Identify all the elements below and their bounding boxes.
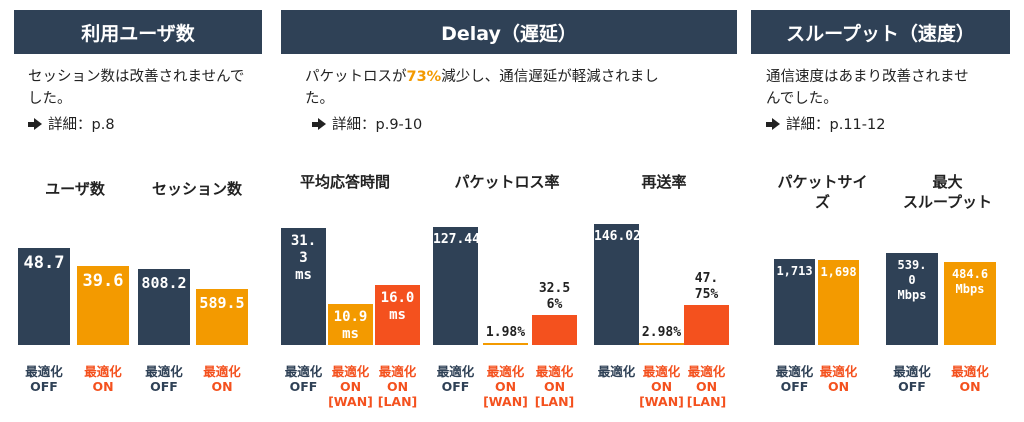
category-label: 最適化 ON [LAN] <box>377 364 418 409</box>
description-line: んでした。 <box>766 91 838 107</box>
bar-value-label: 48.7 <box>23 253 65 274</box>
bar <box>532 314 577 345</box>
bar-value-label: 31. 3 ms <box>290 232 317 283</box>
bar <box>818 260 859 345</box>
category-label: 最適化 OFF <box>436 364 475 394</box>
bar-value-label: 16.0 ms <box>380 290 415 323</box>
chart-title: 再送率 <box>641 173 687 191</box>
bar-value-label: 2.98% <box>641 324 682 340</box>
bar <box>483 343 528 345</box>
category-label: 最適化 ON [LAN] <box>686 364 727 409</box>
bar <box>639 342 684 345</box>
bar-value-label: 484.6 Mbps <box>951 267 989 297</box>
detail-link-delay[interactable]: 詳細：p.9-10 <box>312 113 422 134</box>
bar <box>886 252 938 345</box>
bar-value-label: 10.9 ms <box>333 309 368 343</box>
bar <box>77 266 129 345</box>
section-description-delay: パケットロスが73%減少し、通信遅延が軽減されまし た。 <box>305 66 659 110</box>
description-text: パケットロスが <box>305 69 407 85</box>
bar <box>138 268 190 345</box>
highlight-percentage: 73% <box>406 69 442 85</box>
detail-text: 詳細：p.9-10 <box>332 117 423 133</box>
category-label: 最適化 ON <box>819 364 858 394</box>
arrow-right-icon <box>766 117 780 130</box>
category-label: 最適化 OFF <box>893 364 931 394</box>
bar-value-label: 127.44% <box>433 231 488 247</box>
section-description-throughput: 通信速度はあまり改善されませ んでした。 <box>766 66 969 110</box>
bar <box>433 226 478 345</box>
chart-title: 最大 スループット <box>902 173 993 211</box>
arrow-right-icon <box>312 117 326 130</box>
bar-value-label: 146.02% <box>594 228 649 244</box>
chart-title: ユーザ数 <box>45 180 105 198</box>
detail-text: 詳細：p.8 <box>48 117 115 133</box>
chart-title: パケットサイズ <box>777 173 868 211</box>
bar <box>328 304 373 345</box>
description-line: パケットロスが73%減少し、通信遅延が軽減されまし <box>305 66 659 88</box>
section-header-users: 利用ユーザ数 <box>14 10 262 54</box>
bar <box>594 223 639 345</box>
category-label: 最適化 ON [WAN] <box>328 364 373 409</box>
bar-value-label: 589.5 <box>199 294 245 313</box>
category-label: 最適化 ON [WAN] <box>639 364 684 409</box>
bar-value-label: 539. 0 Mbps <box>897 257 927 302</box>
category-label: 最適化 ON [LAN] <box>534 364 575 409</box>
bar <box>684 305 729 345</box>
category-label: 最適化 ON [WAN] <box>483 364 528 409</box>
description-line: した。 <box>28 91 72 107</box>
section-header-delay: Delay（遅延） <box>281 10 737 54</box>
bar <box>375 285 420 345</box>
chart-title: セッション数 <box>151 180 242 198</box>
arrow-right-icon <box>28 117 42 130</box>
chart-title: 平均応答時間 <box>299 173 390 191</box>
bar-value-label: 808.2 <box>141 273 187 292</box>
bar-value-label: 1,713 <box>776 264 813 279</box>
description-text: 減少し、通信遅延が軽減されまし <box>441 69 659 85</box>
bar <box>196 289 248 345</box>
bar-value-label: 32.5 6% <box>538 280 571 312</box>
bar <box>18 248 70 345</box>
bar-value-label: 1.98% <box>485 325 526 340</box>
category-label: 最適化 ON <box>84 364 122 394</box>
category-label: 最適化 OFF <box>25 364 63 394</box>
description-line: た。 <box>305 91 334 107</box>
detail-link-users[interactable]: 詳細：p.8 <box>28 113 115 134</box>
bar <box>944 262 996 345</box>
category-label: 最適化 ON <box>951 364 989 394</box>
description-line: 通信速度はあまり改善されませ <box>766 69 969 85</box>
description-line: セッション数は改善されませんで <box>28 69 245 85</box>
category-label: 最適化 OFF <box>775 364 814 394</box>
bar-value-label: 39.6 <box>82 271 124 292</box>
detail-text: 詳細：p.11-12 <box>786 117 886 133</box>
bar <box>281 227 326 345</box>
bar-value-label: 1,698 <box>820 265 857 280</box>
category-label: 最適化 <box>597 364 636 379</box>
bar <box>774 259 815 345</box>
section-description-users: セッション数は改善されませんで した。 <box>28 66 244 110</box>
section-header-throughput: スループット（速度） <box>751 10 1010 54</box>
chart-title: パケットロス率 <box>454 173 560 191</box>
bar-value-label: 47. 75% <box>694 271 719 303</box>
category-label: 最適化 OFF <box>284 364 323 394</box>
detail-link-throughput[interactable]: 詳細：p.11-12 <box>766 113 885 134</box>
category-label: 最適化 OFF <box>145 364 183 394</box>
category-label: 最適化 ON <box>203 364 241 394</box>
